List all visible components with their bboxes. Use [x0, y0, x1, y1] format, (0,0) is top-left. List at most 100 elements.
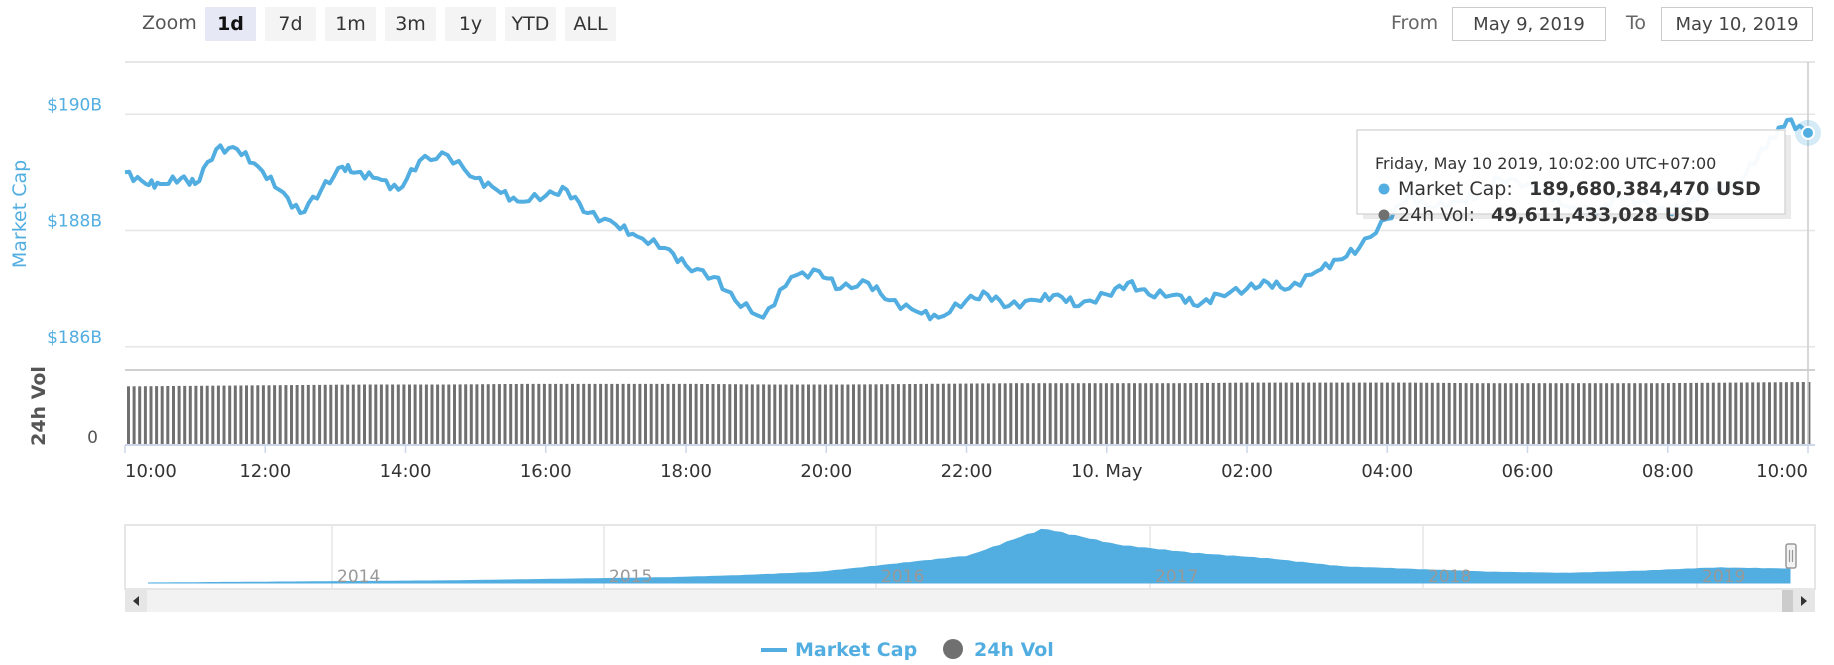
x-tick-labels: 10:00 12:00 14:00 16:00 18:00 20:00 22:00 10. M… — [124, 445, 1809, 482]
volume-bar — [1801, 382, 1805, 444]
zoom-button-all[interactable]: ALL — [565, 7, 616, 41]
x-tick-label: 08:00 — [1642, 461, 1694, 482]
volume-bar — [1751, 382, 1755, 444]
volume-bar — [374, 384, 378, 444]
volume-bar — [913, 384, 917, 444]
zoom-button-7d[interactable]: 7d — [265, 7, 316, 41]
volume-bar — [717, 384, 721, 444]
volume-bar — [469, 384, 473, 444]
x-tick-label: 14:00 — [380, 461, 432, 482]
volume-bar — [245, 385, 248, 444]
navigator-area — [147, 528, 1791, 584]
zoom-button-1m[interactable]: 1m — [325, 7, 376, 41]
volume-bar — [998, 383, 1002, 444]
tooltip-volume-value: 49,611,433,028 USD — [1491, 204, 1710, 226]
volume-bar — [1093, 383, 1097, 444]
volume-bar — [1110, 383, 1114, 444]
volume-bar — [290, 385, 293, 444]
navigator-handle-right[interactable] — [1785, 543, 1797, 569]
volume-bar — [627, 383, 631, 444]
volume-bar — [1267, 382, 1271, 444]
volume-bar — [481, 384, 485, 444]
volume-bar — [1200, 383, 1204, 444]
legend-item-market-cap[interactable]: Market Cap — [761, 639, 917, 661]
volume-bar — [1644, 383, 1648, 444]
volume-bar — [1380, 382, 1384, 444]
volume-bar — [1621, 383, 1625, 444]
volume-bar — [1239, 382, 1243, 444]
volume-bar — [632, 383, 636, 444]
navigator[interactable]: 2014 2015 2016 2017 2018 2019 — [124, 524, 1816, 590]
to-date-input[interactable] — [1661, 7, 1813, 41]
volume-bar — [503, 384, 507, 444]
volume-bar — [306, 384, 310, 444]
volume-bar — [1728, 382, 1732, 444]
scrollbar-thumb[interactable] — [1782, 590, 1794, 612]
volume-bar — [660, 383, 664, 444]
volume-bar — [1582, 383, 1586, 444]
volume-bar — [143, 386, 147, 444]
volume-bar — [666, 383, 670, 444]
scrollbar-track[interactable] — [125, 590, 1815, 612]
volume-bar — [379, 384, 383, 444]
volume-bar — [1560, 383, 1564, 444]
y-tick-labels: $186B $188B $190B — [47, 95, 102, 347]
zoom-button-1y[interactable]: 1y — [445, 7, 496, 41]
volume-bar — [391, 384, 395, 444]
volume-bar — [1206, 382, 1209, 444]
volume-bar — [239, 385, 243, 444]
volume-bar — [205, 385, 209, 444]
zoom-button-1d[interactable]: 1d — [205, 7, 256, 41]
volume-bar — [559, 383, 563, 444]
gridlines — [125, 113, 1815, 348]
volume-bar — [1369, 382, 1372, 444]
x-tick-label: 12:00 — [239, 461, 291, 482]
volume-bar — [183, 385, 187, 444]
volume-bar — [587, 383, 591, 444]
volume-bar — [649, 383, 653, 444]
volume-bar — [172, 386, 175, 444]
volume-bar — [1430, 382, 1434, 444]
volume-bar — [1217, 382, 1221, 444]
volume-bar — [1054, 383, 1058, 444]
volume-bar — [801, 384, 805, 444]
volume-bar — [1565, 383, 1569, 444]
volume-bar — [436, 384, 440, 444]
zoom-button-ytd[interactable]: YTD — [505, 7, 556, 41]
x-tick-label: 20:00 — [800, 461, 852, 482]
volume-bar — [1385, 382, 1389, 444]
volume-bar — [1695, 382, 1698, 444]
from-date-input[interactable] — [1452, 7, 1606, 41]
volume-bar — [1037, 383, 1041, 444]
volume-bar — [1414, 382, 1417, 444]
volume-bar — [1228, 382, 1232, 444]
scrollbar[interactable] — [125, 590, 1815, 612]
volume-bar — [970, 383, 973, 444]
tooltip-volume-dot — [1378, 209, 1390, 221]
volume-bar — [1442, 382, 1446, 444]
navigator-tick-label: 2016 — [881, 567, 924, 587]
volume-bar — [840, 384, 844, 444]
volume-bar — [1554, 383, 1558, 444]
volume-bar — [520, 383, 524, 444]
volume-bar — [1043, 383, 1047, 444]
volume-bar — [1458, 383, 1462, 444]
volume-bar — [1116, 383, 1120, 444]
volume-bar — [1307, 382, 1311, 444]
volume-bar — [1711, 382, 1715, 444]
x-tick-label: 16:00 — [520, 461, 572, 482]
legend-item-volume[interactable]: 24h Vol — [943, 639, 1054, 661]
volume-bar — [1352, 382, 1356, 444]
scroll-right-arrow-icon — [1801, 596, 1807, 606]
volume-bar — [1144, 383, 1148, 444]
zoom-button-3m[interactable]: 3m — [385, 7, 436, 41]
x-tick-label: 22:00 — [941, 461, 993, 482]
volume-bar — [351, 384, 355, 444]
volume-bar — [447, 384, 451, 444]
volume-bar — [250, 385, 254, 444]
volume-bar — [1655, 383, 1659, 444]
volume-bar — [497, 384, 501, 444]
volume-bar — [1003, 383, 1007, 444]
volume-bar — [734, 384, 737, 444]
volume-bar — [644, 383, 647, 444]
